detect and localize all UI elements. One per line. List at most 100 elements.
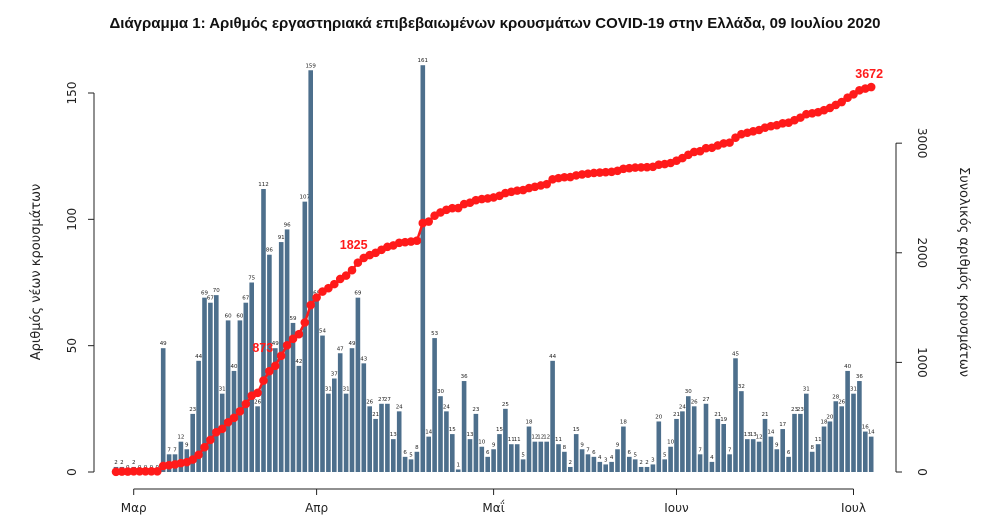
bar-value-label: 16: [862, 425, 869, 431]
bar-value-label: 18: [620, 420, 627, 426]
daily-cases-bar: [845, 370, 850, 472]
month-label: Ιουν: [664, 501, 689, 515]
daily-cases-bar: [745, 439, 750, 472]
daily-cases-bar: [461, 381, 467, 472]
right-axis-label: Συνολικός αριθμός κρουσμάτων: [956, 167, 971, 377]
bar-value-label: 49: [272, 341, 279, 347]
bar-value-label: 12: [177, 435, 184, 441]
daily-cases-bar: [261, 189, 266, 472]
daily-cases-bar: [314, 297, 319, 472]
daily-cases-bar: [603, 464, 608, 472]
bar-value-label: 5: [521, 452, 525, 458]
daily-cases-bar: [402, 456, 408, 472]
daily-cases-bar: [491, 449, 496, 472]
daily-cases-bar: [632, 459, 638, 472]
bar-value-label: 2: [569, 460, 573, 466]
cumulative-point: [282, 340, 292, 350]
bar-value-label: 4: [610, 455, 614, 461]
daily-cases-bar: [526, 426, 532, 472]
bar-value-label: 7: [586, 447, 590, 453]
daily-cases-bar: [249, 282, 254, 472]
bar-value-label: 14: [868, 430, 875, 436]
right-tick-label: 1000: [915, 347, 929, 378]
cumulative-annotation: 3672: [855, 67, 883, 81]
bar-value-label: 19: [720, 417, 727, 423]
cumulative-point: [194, 450, 203, 460]
bar-value-label: 69: [201, 291, 208, 297]
bar-value-label: 4: [598, 455, 602, 461]
cumulative-point: [129, 467, 138, 476]
bar-value-label: 44: [549, 354, 556, 360]
cumulative-point: [725, 138, 734, 147]
daily-cases-bar: [308, 70, 313, 472]
daily-cases-bar: [609, 461, 614, 472]
left-tick-label: 0: [65, 468, 79, 476]
daily-cases-bar: [509, 444, 514, 472]
daily-cases-bar: [727, 454, 732, 472]
bar-value-label: 2: [132, 460, 136, 466]
bar-value-label: 31: [325, 387, 332, 393]
daily-cases-bar: [267, 254, 272, 472]
bar-value-label: 26: [366, 399, 373, 405]
daily-cases-bar: [373, 418, 378, 472]
daily-cases-bar: [538, 441, 544, 472]
cumulative-point: [206, 435, 215, 445]
bar-value-label: 11: [815, 437, 822, 443]
daily-cases-bar: [585, 454, 591, 472]
month-label: Απρ: [305, 501, 328, 515]
bar-value-label: 36: [856, 374, 863, 380]
bar-value-label: 2: [645, 460, 649, 466]
cumulative-point: [235, 406, 245, 416]
daily-cases-bar: [273, 348, 278, 472]
bar-value-label: 5: [663, 452, 667, 458]
bar-value-label: 6: [486, 450, 490, 456]
daily-cases-bar: [473, 413, 479, 472]
cumulative-point: [259, 376, 268, 385]
bar-value-label: 30: [437, 389, 444, 395]
cumulative-point: [265, 366, 274, 376]
daily-cases-bar: [709, 461, 715, 472]
bar-value-label: 159: [305, 63, 316, 69]
month-label: Ιουλ: [841, 501, 866, 515]
daily-cases-bar: [320, 335, 325, 472]
bar-value-label: 96: [284, 222, 291, 228]
daily-cases-bar: [302, 201, 308, 472]
right-tick-label: 2000: [915, 238, 929, 269]
bar-value-label: 31: [803, 387, 810, 393]
right-tick-label: 3000: [915, 128, 929, 159]
daily-cases-bar: [332, 378, 337, 472]
cumulative-point: [341, 271, 351, 280]
daily-cases-bar: [621, 426, 626, 472]
cumulative-point: [241, 399, 251, 409]
daily-cases-bar: [697, 454, 703, 472]
bar-value-label: 161: [418, 58, 429, 64]
daily-cases-bar: [674, 418, 679, 472]
bar-value-label: 15: [449, 427, 456, 433]
bar-value-label: 2: [114, 460, 118, 466]
bar-value-label: 9: [185, 442, 189, 448]
cumulative-point: [330, 279, 339, 289]
daily-cases-bar: [385, 403, 390, 472]
daily-cases-bar: [160, 348, 166, 472]
bar-value-label: 28: [832, 394, 839, 400]
cumulative-point: [147, 467, 156, 476]
bar-value-label: 3: [651, 457, 655, 463]
daily-cases-bar: [361, 363, 367, 472]
bar-value-label: 25: [502, 402, 509, 408]
daily-cases-bar: [686, 396, 691, 472]
bar-value-label: 12: [537, 435, 544, 441]
bar-value-label: 20: [655, 414, 662, 420]
daily-cases-bar: [638, 466, 644, 472]
cumulative-point: [217, 424, 227, 434]
cumulative-point: [306, 300, 316, 310]
daily-cases-bar: [349, 348, 355, 472]
daily-cases-bar: [568, 466, 573, 472]
cumulative-point: [347, 265, 357, 275]
bar-value-label: 24: [396, 404, 403, 410]
daily-cases-bar: [208, 302, 213, 472]
left-tick-label: 100: [65, 208, 79, 231]
cumulative-point: [288, 334, 298, 344]
bar-value-label: 27: [703, 397, 710, 403]
daily-cases-bar: [255, 406, 260, 472]
